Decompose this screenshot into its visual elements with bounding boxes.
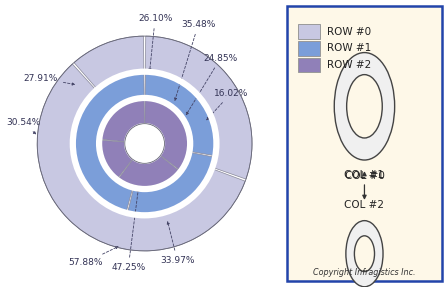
Text: 16.02%: 16.02% [206,89,248,120]
Text: Copyright Infragistics Inc.: Copyright Infragistics Inc. [313,268,416,277]
Text: 24.85%: 24.85% [186,54,238,115]
Text: ROW #2: ROW #2 [327,60,372,70]
Text: ROW #1: ROW #1 [327,43,372,53]
Wedge shape [334,53,395,160]
FancyBboxPatch shape [287,6,442,281]
Text: 27.91%: 27.91% [24,74,74,85]
Wedge shape [346,221,383,287]
Wedge shape [146,36,252,179]
FancyBboxPatch shape [298,57,320,72]
Text: 30.54%: 30.54% [6,118,40,134]
Wedge shape [145,100,188,170]
Text: 57.88%: 57.88% [68,247,118,267]
Wedge shape [101,140,133,178]
Text: ROW #0: ROW #0 [327,27,372,37]
FancyBboxPatch shape [298,41,320,56]
Wedge shape [37,64,245,251]
Text: COL #2: COL #2 [344,200,384,210]
Text: 26.10%: 26.10% [138,14,172,71]
Circle shape [125,124,165,163]
Wedge shape [74,36,144,89]
Text: COL #1: COL #1 [344,170,384,180]
Wedge shape [75,73,144,211]
Wedge shape [101,100,145,141]
Wedge shape [128,152,213,214]
Text: COL #0: COL #0 [344,171,384,181]
Text: 47.25%: 47.25% [111,189,146,272]
FancyBboxPatch shape [298,24,320,39]
Wedge shape [119,156,178,187]
Text: 33.97%: 33.97% [160,222,194,265]
Wedge shape [145,73,214,156]
Text: 35.48%: 35.48% [174,20,215,100]
